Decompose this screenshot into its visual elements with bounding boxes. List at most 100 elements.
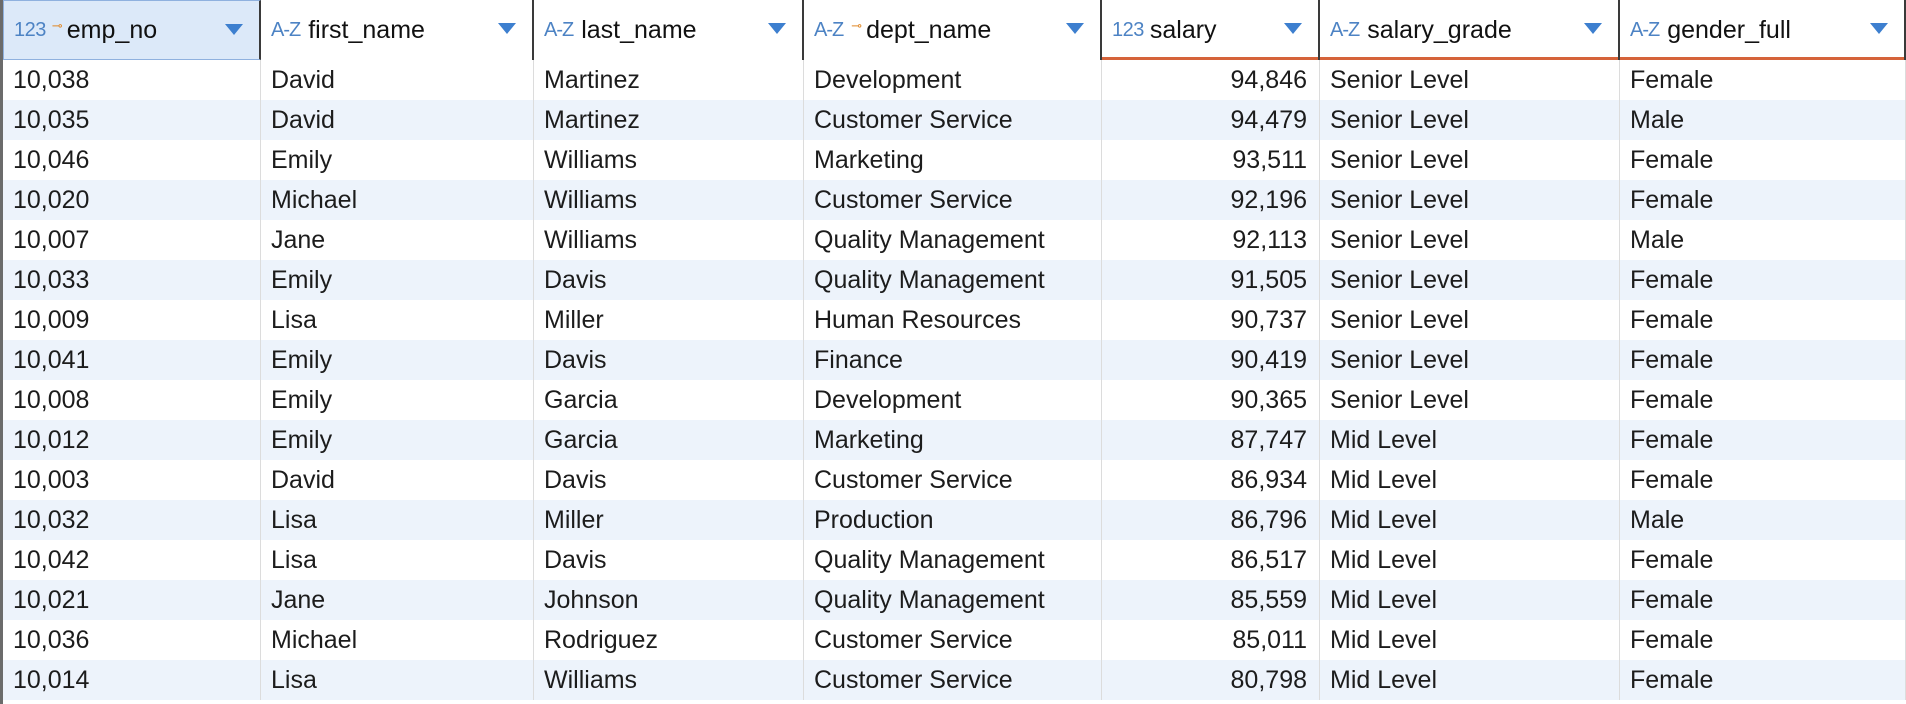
cell-salary[interactable]: 86,517 (1102, 540, 1320, 580)
cell-salary-grade[interactable]: Senior Level (1320, 340, 1620, 380)
cell-gender-full[interactable]: Female (1620, 140, 1906, 180)
cell-gender-full[interactable]: Female (1620, 340, 1906, 380)
cell-emp-no[interactable]: 10,020 (3, 180, 261, 220)
cell-emp-no[interactable]: 10,009 (3, 300, 261, 340)
cell-emp-no[interactable]: 10,008 (3, 380, 261, 420)
cell-dept-name[interactable]: Human Resources (804, 300, 1102, 340)
cell-gender-full[interactable]: Female (1620, 60, 1906, 100)
chevron-down-icon[interactable] (1584, 23, 1602, 34)
table-row[interactable]: 10,042 Lisa Davis Quality Management 86,517 M… (3, 540, 1906, 580)
cell-last-name[interactable]: Martinez (534, 100, 804, 140)
cell-first-name[interactable]: Emily (261, 420, 534, 460)
cell-first-name[interactable]: Lisa (261, 540, 534, 580)
cell-first-name[interactable]: Emily (261, 260, 534, 300)
cell-dept-name[interactable]: Development (804, 380, 1102, 420)
column-header-emp-no[interactable]: 123 ⊸ emp_no (3, 0, 261, 60)
cell-first-name[interactable]: Emily (261, 140, 534, 180)
table-row[interactable]: 10,012 Emily Garcia Marketing 87,747 Mid Leve… (3, 420, 1906, 460)
column-header-salary-grade[interactable]: A-Z salary_grade (1320, 0, 1620, 60)
chevron-down-icon[interactable] (498, 23, 516, 34)
cell-first-name[interactable]: Lisa (261, 300, 534, 340)
chevron-down-icon[interactable] (1284, 23, 1302, 34)
cell-gender-full[interactable]: Male (1620, 100, 1906, 140)
cell-salary[interactable]: 86,934 (1102, 460, 1320, 500)
cell-first-name[interactable]: Emily (261, 340, 534, 380)
cell-gender-full[interactable]: Female (1620, 300, 1906, 340)
column-header-last-name[interactable]: A-Z last_name (534, 0, 804, 60)
cell-emp-no[interactable]: 10,042 (3, 540, 261, 580)
table-row[interactable]: 10,033 Emily Davis Quality Management 91,505… (3, 260, 1906, 300)
cell-dept-name[interactable]: Quality Management (804, 540, 1102, 580)
cell-salary-grade[interactable]: Senior Level (1320, 180, 1620, 220)
cell-emp-no[interactable]: 10,032 (3, 500, 261, 540)
table-row[interactable]: 10,009 Lisa Miller Human Resources 90,737 Sen… (3, 300, 1906, 340)
cell-first-name[interactable]: Lisa (261, 660, 534, 700)
cell-gender-full[interactable]: Female (1620, 540, 1906, 580)
cell-salary-grade[interactable]: Mid Level (1320, 620, 1620, 660)
table-row[interactable]: 10,041 Emily Davis Finance 90,419 Senior Leve… (3, 340, 1906, 380)
cell-dept-name[interactable]: Finance (804, 340, 1102, 380)
cell-salary[interactable]: 90,419 (1102, 340, 1320, 380)
cell-emp-no[interactable]: 10,036 (3, 620, 261, 660)
cell-gender-full[interactable]: Female (1620, 180, 1906, 220)
cell-last-name[interactable]: Davis (534, 260, 804, 300)
cell-salary[interactable]: 92,196 (1102, 180, 1320, 220)
cell-gender-full[interactable]: Female (1620, 460, 1906, 500)
cell-dept-name[interactable]: Customer Service (804, 460, 1102, 500)
cell-emp-no[interactable]: 10,041 (3, 340, 261, 380)
cell-dept-name[interactable]: Marketing (804, 420, 1102, 460)
table-row[interactable]: 10,003 David Davis Customer Service 86,934 Mi… (3, 460, 1906, 500)
cell-dept-name[interactable]: Quality Management (804, 220, 1102, 260)
cell-first-name[interactable]: David (261, 460, 534, 500)
cell-dept-name[interactable]: Quality Management (804, 580, 1102, 620)
table-row[interactable]: 10,007 Jane Williams Quality Management 92,1… (3, 220, 1906, 260)
column-header-gender-full[interactable]: A-Z gender_full (1620, 0, 1906, 60)
cell-emp-no[interactable]: 10,003 (3, 460, 261, 500)
cell-first-name[interactable]: Lisa (261, 500, 534, 540)
cell-emp-no[interactable]: 10,033 (3, 260, 261, 300)
cell-emp-no[interactable]: 10,035 (3, 100, 261, 140)
cell-salary-grade[interactable]: Senior Level (1320, 380, 1620, 420)
cell-salary[interactable]: 85,011 (1102, 620, 1320, 660)
cell-gender-full[interactable]: Female (1620, 380, 1906, 420)
cell-salary-grade[interactable]: Mid Level (1320, 660, 1620, 700)
table-row[interactable]: 10,014 Lisa Williams Customer Service 80,798… (3, 660, 1906, 700)
cell-salary[interactable]: 87,747 (1102, 420, 1320, 460)
table-row[interactable]: 10,020 Michael Williams Customer Service 92,… (3, 180, 1906, 220)
cell-first-name[interactable]: David (261, 60, 534, 100)
cell-salary[interactable]: 85,559 (1102, 580, 1320, 620)
table-row[interactable]: 10,046 Emily Williams Marketing 93,511 Senior… (3, 140, 1906, 180)
cell-last-name[interactable]: Davis (534, 460, 804, 500)
column-header-dept-name[interactable]: A-Z ⊸ dept_name (804, 0, 1102, 60)
cell-salary-grade[interactable]: Senior Level (1320, 60, 1620, 100)
cell-dept-name[interactable]: Marketing (804, 140, 1102, 180)
cell-salary[interactable]: 90,365 (1102, 380, 1320, 420)
cell-last-name[interactable]: Williams (534, 180, 804, 220)
cell-gender-full[interactable]: Female (1620, 620, 1906, 660)
cell-gender-full[interactable]: Male (1620, 220, 1906, 260)
cell-first-name[interactable]: Emily (261, 380, 534, 420)
cell-first-name[interactable]: David (261, 100, 534, 140)
cell-last-name[interactable]: Williams (534, 220, 804, 260)
column-header-salary[interactable]: 123 salary (1102, 0, 1320, 60)
cell-salary[interactable]: 91,505 (1102, 260, 1320, 300)
cell-dept-name[interactable]: Development (804, 60, 1102, 100)
cell-gender-full[interactable]: Female (1620, 580, 1906, 620)
cell-last-name[interactable]: Williams (534, 660, 804, 700)
table-row[interactable]: 10,021 Jane Johnson Quality Management 85,55… (3, 580, 1906, 620)
cell-salary[interactable]: 94,479 (1102, 100, 1320, 140)
cell-first-name[interactable]: Michael (261, 620, 534, 660)
cell-emp-no[interactable]: 10,014 (3, 660, 261, 700)
cell-last-name[interactable]: Garcia (534, 380, 804, 420)
cell-salary-grade[interactable]: Senior Level (1320, 260, 1620, 300)
cell-salary-grade[interactable]: Mid Level (1320, 500, 1620, 540)
cell-salary[interactable]: 90,737 (1102, 300, 1320, 340)
cell-salary[interactable]: 92,113 (1102, 220, 1320, 260)
cell-last-name[interactable]: Davis (534, 540, 804, 580)
cell-first-name[interactable]: Jane (261, 580, 534, 620)
cell-salary-grade[interactable]: Mid Level (1320, 460, 1620, 500)
cell-salary-grade[interactable]: Mid Level (1320, 540, 1620, 580)
cell-salary-grade[interactable]: Senior Level (1320, 220, 1620, 260)
cell-salary[interactable]: 86,796 (1102, 500, 1320, 540)
table-row[interactable]: 10,008 Emily Garcia Development 90,365 Senior… (3, 380, 1906, 420)
